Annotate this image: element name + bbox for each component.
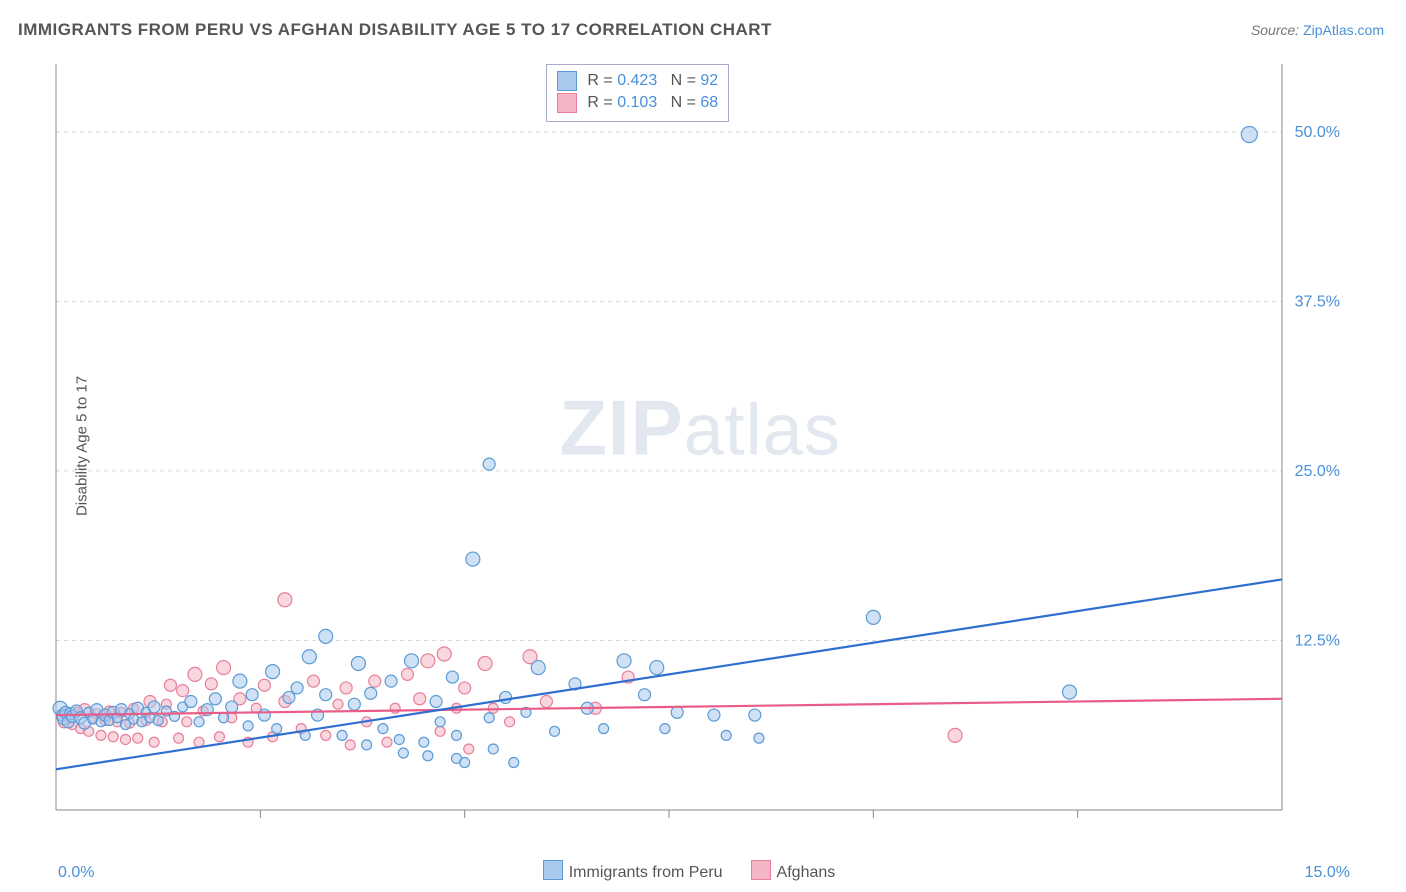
svg-text:25.0%: 25.0% [1295, 463, 1340, 480]
source-attribution: Source: ZipAtlas.com [1251, 22, 1384, 38]
source-link[interactable]: ZipAtlas.com [1303, 22, 1384, 38]
series-legend: Immigrants from PeruAfghans [0, 860, 1406, 882]
svg-text:12.5%: 12.5% [1295, 632, 1340, 649]
scatter-chart: 12.5% 25.0% 37.5% 50.0% [52, 58, 1348, 828]
correlation-legend: R = 0.423 N = 92R = 0.103 N = 68 [546, 64, 729, 122]
svg-text:50.0%: 50.0% [1295, 124, 1340, 141]
chart-title: IMMIGRANTS FROM PERU VS AFGHAN DISABILIT… [18, 20, 772, 40]
chart-area: 12.5%25.0%37.5%50.0% ZIPatlas R = 0.423 … [52, 58, 1348, 828]
source-label: Source: [1251, 22, 1299, 38]
svg-text:37.5%: 37.5% [1295, 293, 1340, 310]
